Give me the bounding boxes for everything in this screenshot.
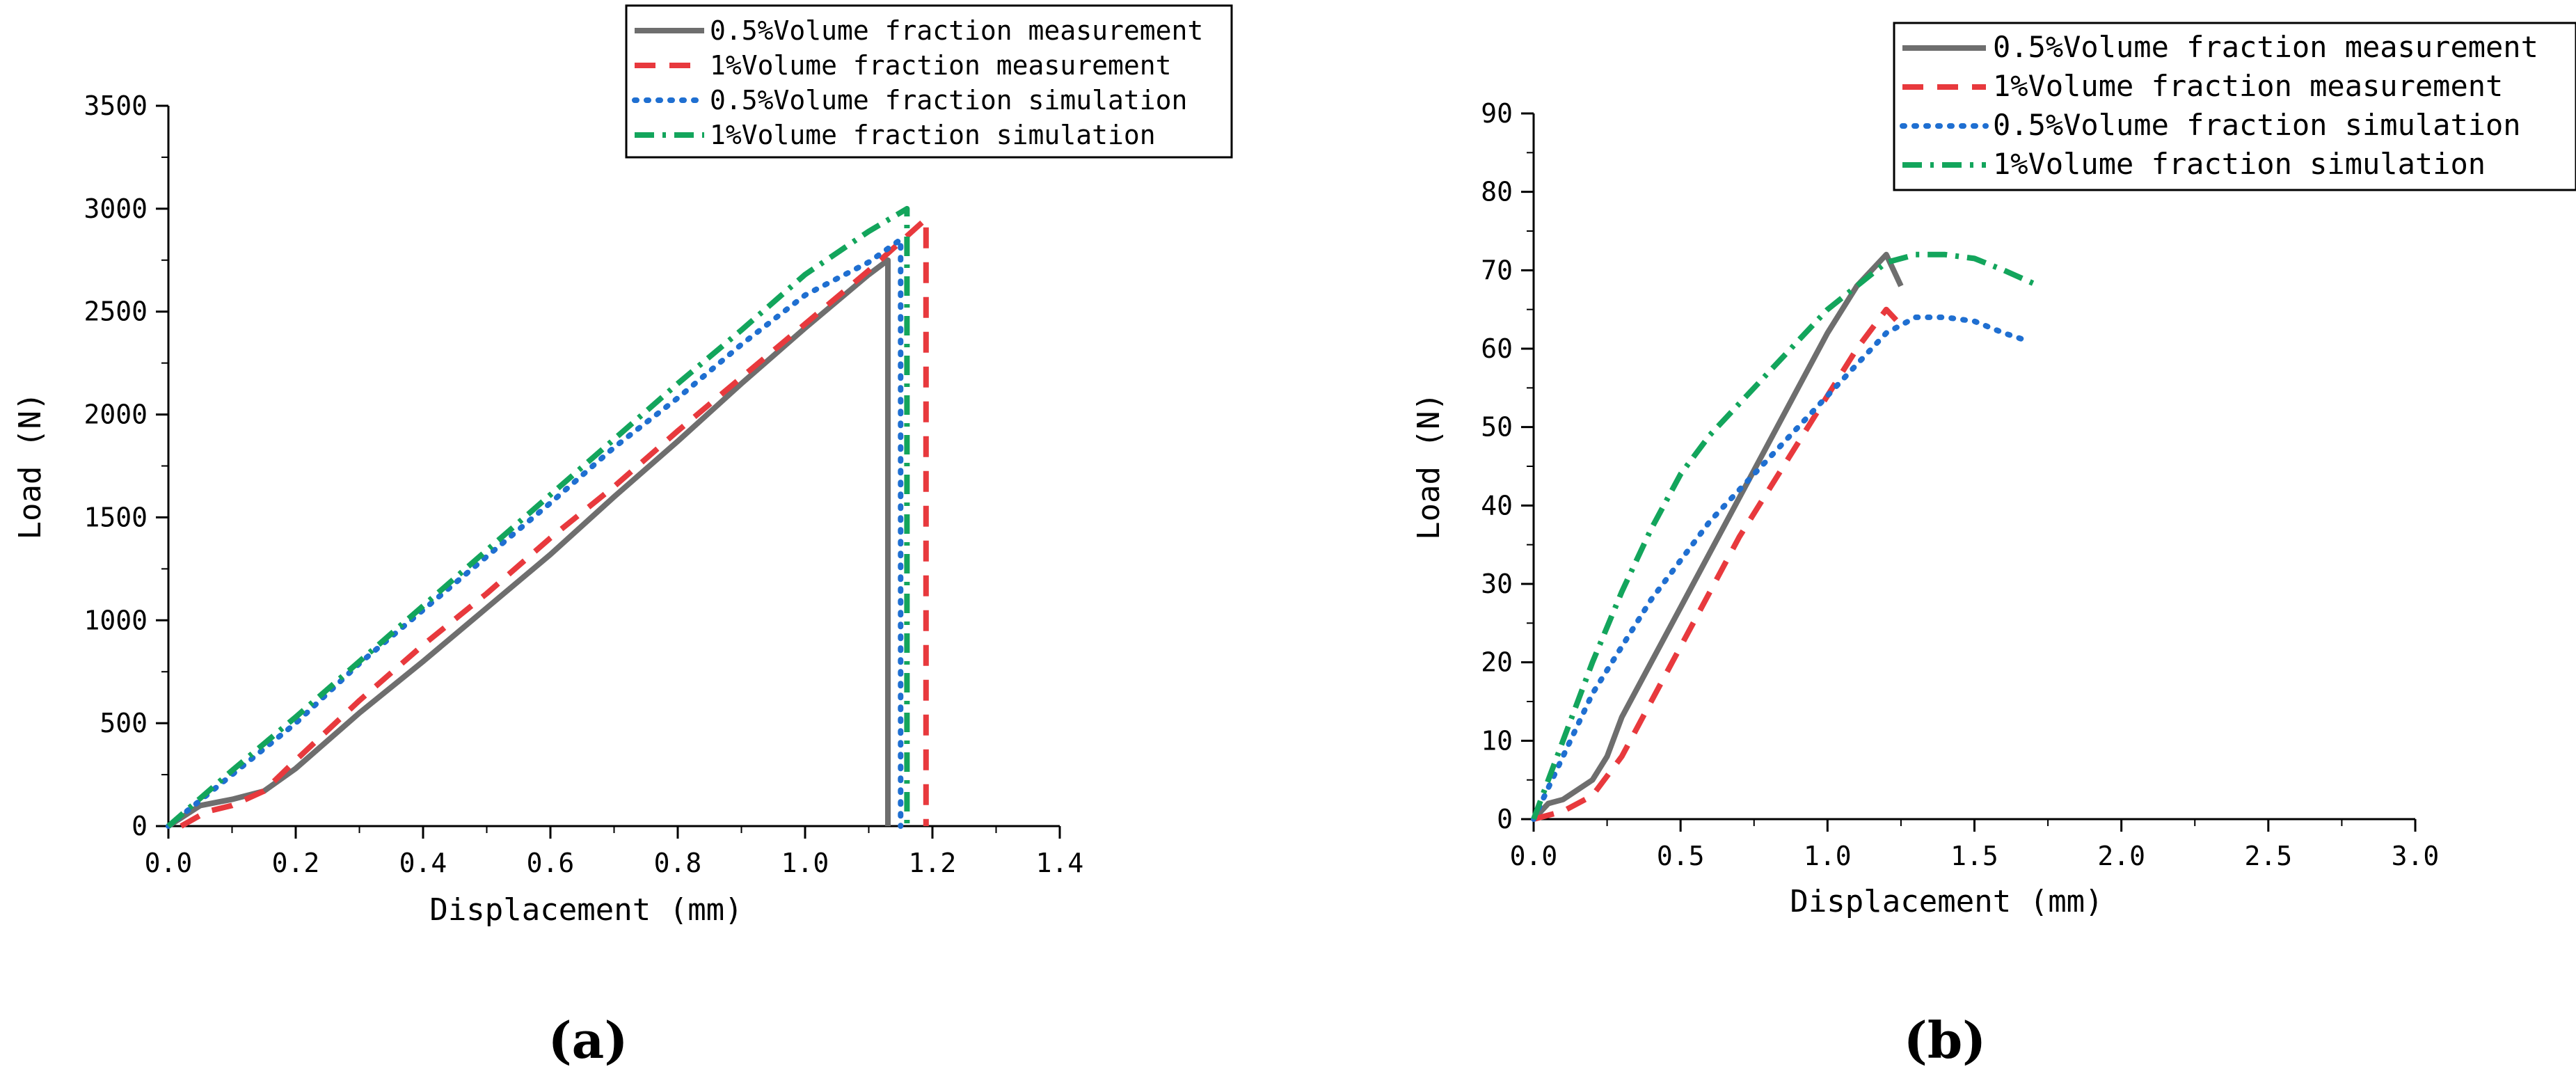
y-tick-label: 1000 [84, 605, 148, 635]
series-line-1 [1532, 251, 1904, 821]
x-tick-label: 0.4 [399, 848, 447, 878]
legend-label: 0.5%Volume fraction simulation [710, 85, 1187, 116]
y-tick-label: 80 [1481, 177, 1513, 207]
x-tick-label: 1.0 [1804, 841, 1852, 871]
y-tick-label: 40 [1481, 490, 1513, 521]
y-tick-label: 0 [1497, 804, 1513, 834]
legend-label: 0.5%Volume fraction measurement [1993, 30, 2538, 64]
chart-panel-a: 0.0 0.2 0.4 0.6 0.8 1.0 1.2 1.4 0 500 1000 1500 2000… [13, 4, 1233, 1070]
x-axis-label: Displacement (mm) [429, 892, 742, 928]
x-tick-label: 0.0 [145, 848, 193, 878]
y-tick-label: 10 [1481, 725, 1513, 756]
y-tick-label: 70 [1481, 255, 1513, 285]
panel-caption: (b) [1904, 1011, 1986, 1070]
series-line-2 [1532, 306, 1903, 822]
y-tick-label: 0 [132, 811, 148, 841]
panel-caption: (a) [548, 1011, 628, 1070]
y-tick-label: 90 [1481, 98, 1513, 129]
legend-label: 1%Volume fraction measurement [710, 50, 1171, 81]
y-axis-label: Load (N) [13, 393, 48, 540]
x-tick-label: 3.0 [2392, 841, 2440, 871]
legend-box [625, 4, 1233, 159]
y-tick-label: 50 [1481, 412, 1513, 443]
series-line-2 [180, 216, 929, 829]
y-tick-label: 3000 [84, 193, 148, 224]
y-tick-label: 3500 [84, 90, 148, 121]
y-tick-label: 60 [1481, 333, 1513, 364]
legend-box [1893, 22, 2576, 191]
x-tick-label: 2.0 [2097, 841, 2145, 871]
legend-label: 1%Volume fraction simulation [1993, 147, 2486, 181]
legend-label: 1%Volume fraction measurement [1993, 69, 2503, 103]
legend-label: 0.5%Volume fraction measurement [710, 15, 1203, 46]
y-tick-label: 1500 [84, 502, 148, 532]
y-tick-label: 500 [100, 708, 148, 738]
x-tick-label: 0.0 [1510, 841, 1558, 871]
x-tick-label: 1.0 [781, 848, 829, 878]
legend-label: 0.5%Volume fraction simulation [1993, 108, 2521, 142]
x-tick-label: 1.2 [909, 848, 957, 878]
legend-label: 1%Volume fraction simulation [710, 120, 1156, 150]
x-tick-label: 0.2 [272, 848, 320, 878]
chart-panel-b: 0.0 0.5 1.0 1.5 2.0 2.5 3.0 0 10 20 30 40 50 60 70 80 90… [1411, 22, 2576, 1070]
series-line-1 [166, 257, 891, 829]
series-line-3 [1531, 314, 2030, 822]
y-tick-label: 2000 [84, 399, 148, 430]
y-tick-label: 20 [1481, 647, 1513, 678]
x-tick-label: 0.5 [1657, 841, 1705, 871]
y-axis-label: Load (N) [1411, 393, 1447, 540]
x-tick-label: 1.4 [1036, 848, 1084, 878]
series-line-3 [166, 237, 904, 829]
x-tick-label: 0.6 [527, 848, 575, 878]
y-tick-label: 2500 [84, 296, 148, 327]
x-tick-label: 0.8 [654, 848, 702, 878]
series-line-4 [1531, 251, 2041, 821]
x-axis-label: Displacement (mm) [1790, 884, 2103, 919]
x-tick-label: 1.5 [1950, 841, 1998, 871]
y-tick-label: 30 [1481, 569, 1513, 599]
x-tick-label: 2.5 [2245, 841, 2293, 871]
